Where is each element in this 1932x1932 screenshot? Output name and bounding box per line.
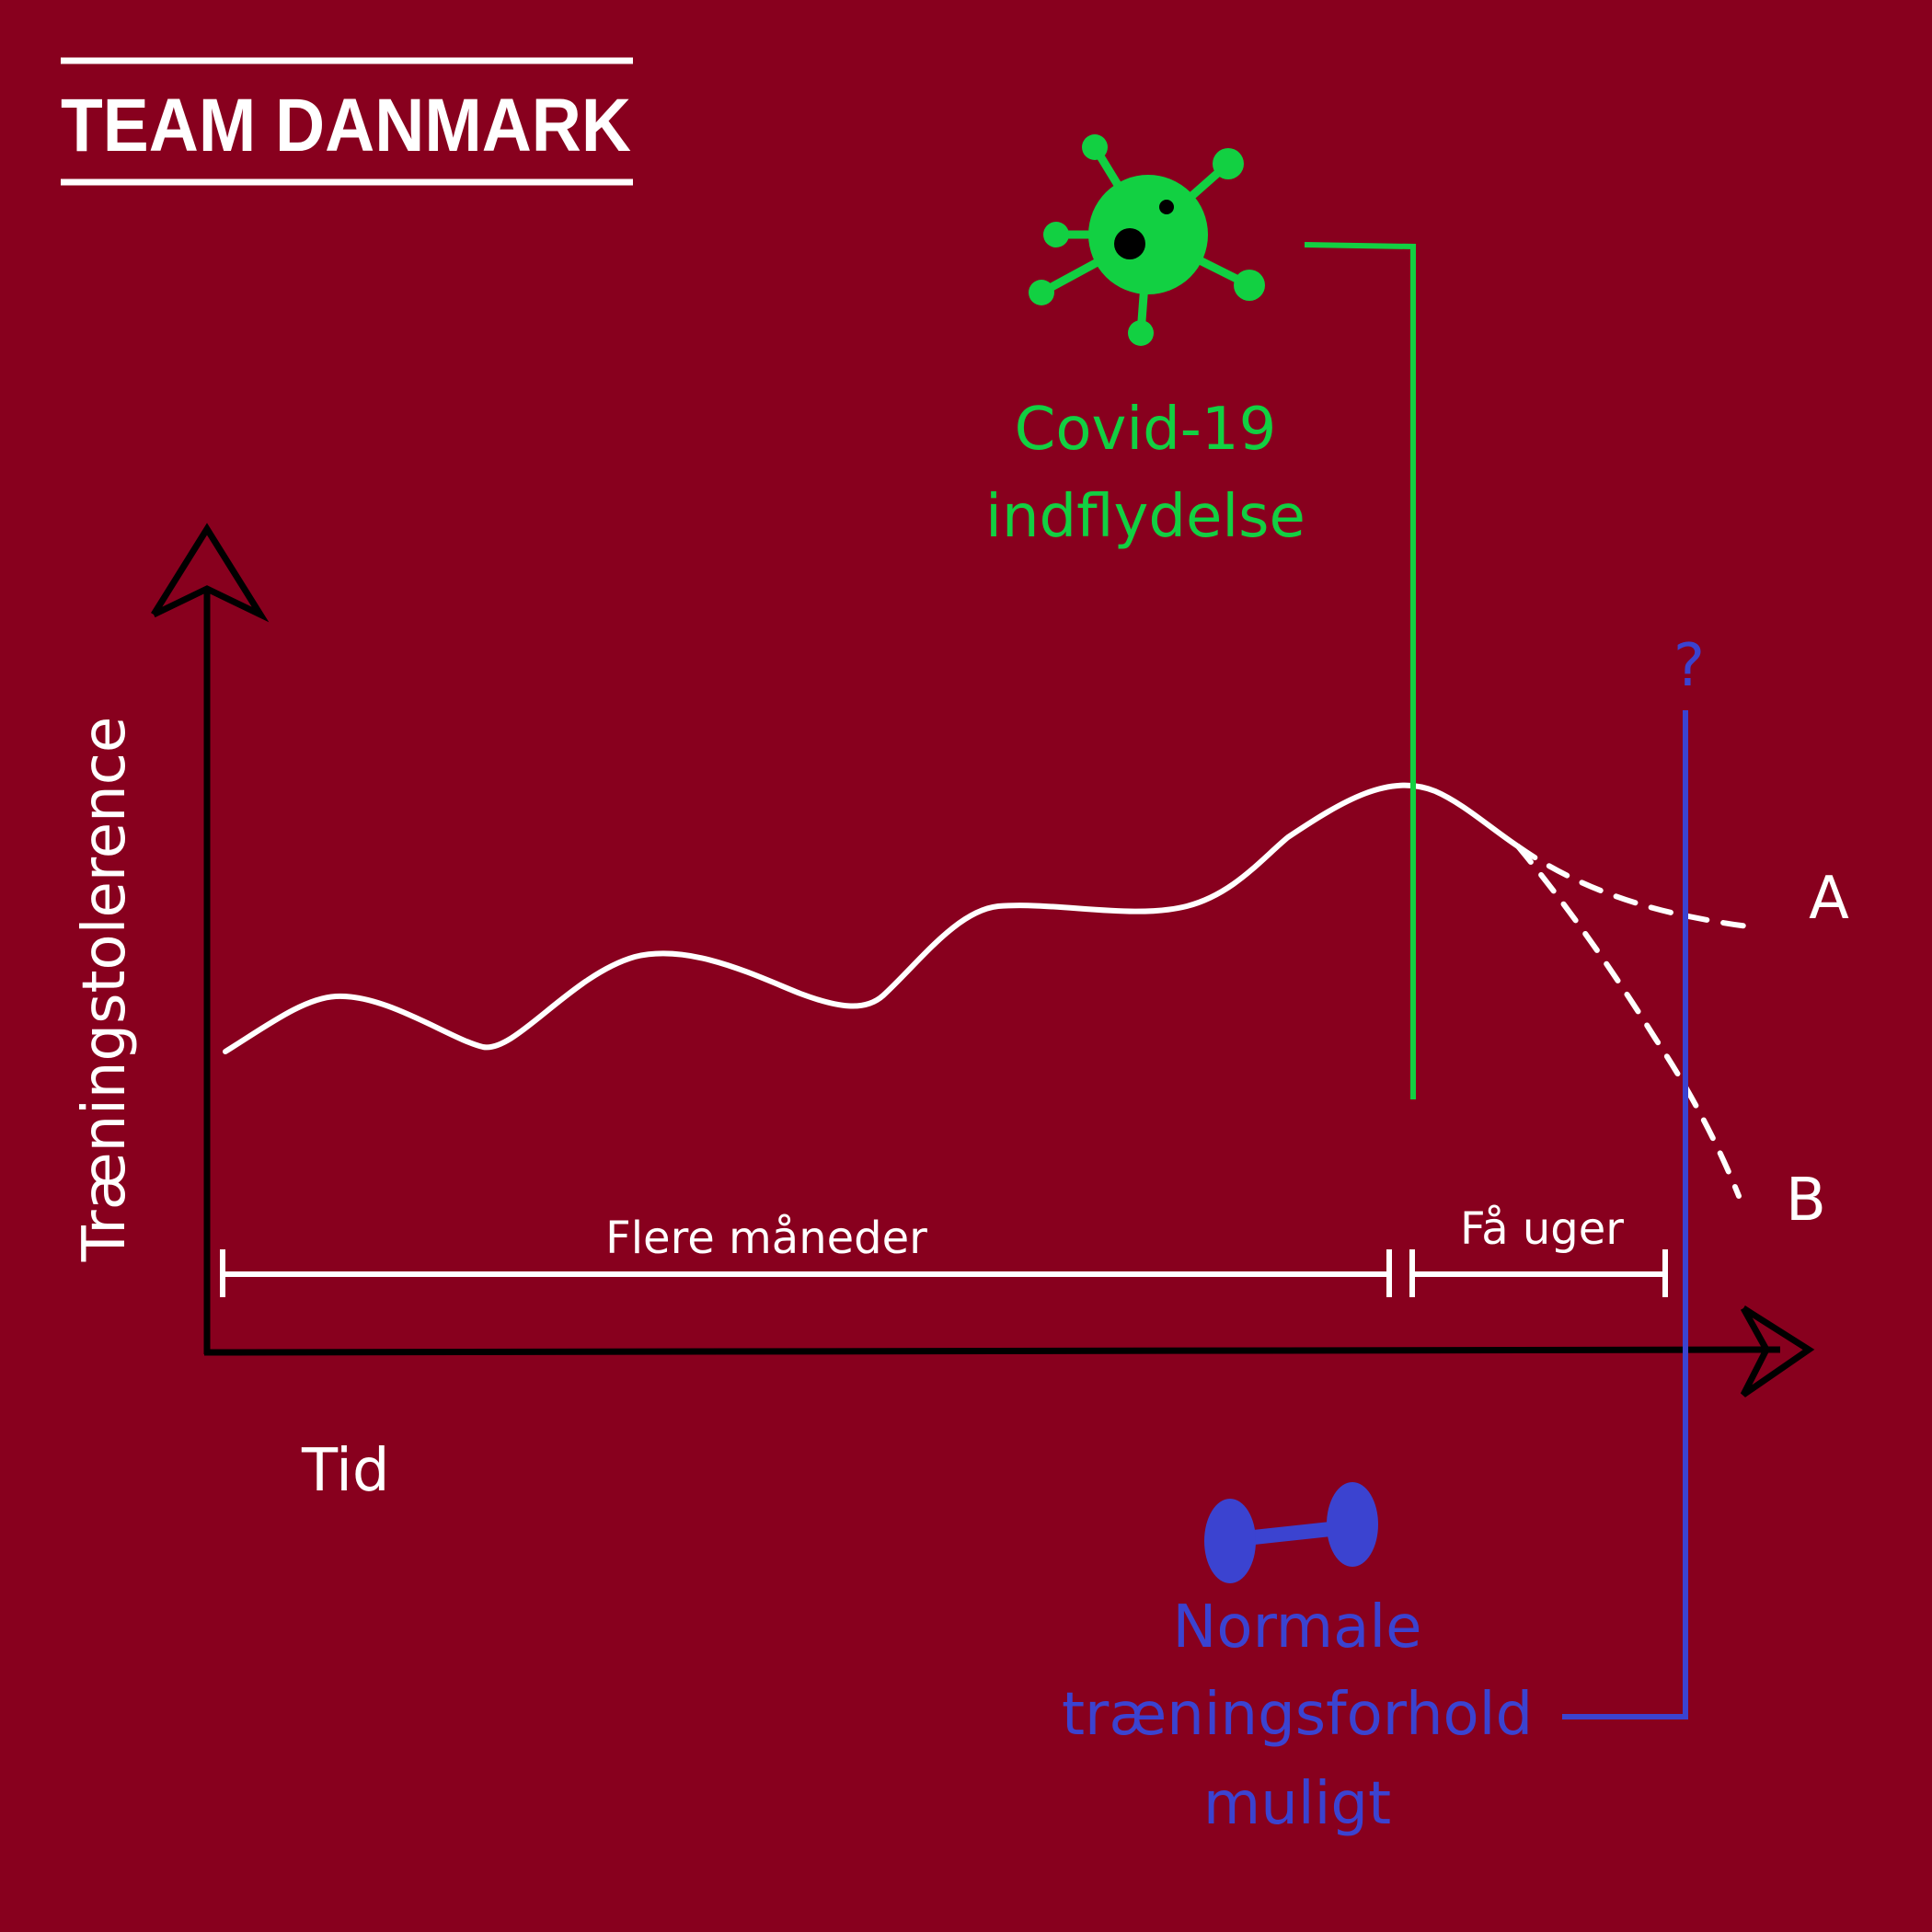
team-danmark-logo: TEAM DANMARK xyxy=(61,57,633,186)
scenario-b-branch xyxy=(1515,844,1742,1199)
interval-short-label: Få uger xyxy=(1460,1203,1624,1255)
y-axis xyxy=(151,523,270,1354)
normal-training-line xyxy=(1562,710,1688,1719)
interval-long: Flere måneder xyxy=(220,1213,1392,1297)
training-label-line1: Normale xyxy=(1173,1593,1422,1662)
x-axis-line xyxy=(203,1346,1781,1356)
y-axis-arrowhead xyxy=(151,523,270,623)
covid-label-line1: Covid-19 xyxy=(1015,396,1277,464)
scenario-b-label: B xyxy=(1786,1167,1826,1235)
x-axis xyxy=(203,1305,1815,1397)
scenario-a-branch xyxy=(1515,844,1760,930)
x-axis-label: Tid xyxy=(301,1437,390,1505)
training-label-line3: muligt xyxy=(1203,1770,1391,1838)
interval-long-label: Flere måneder xyxy=(605,1213,927,1264)
x-axis-arrowhead xyxy=(1740,1305,1815,1397)
training-label-line2: træningsforhold xyxy=(1062,1681,1533,1749)
logo-text: TEAM DANMARK xyxy=(61,84,631,167)
scenario-a-label: A xyxy=(1809,865,1849,933)
dumbbell-icon xyxy=(1204,1482,1378,1583)
training-tolerance-curve xyxy=(223,782,1521,1054)
interval-short: Få uger xyxy=(1409,1203,1668,1297)
unknown-return-marker: ? xyxy=(1673,632,1705,700)
covid-label-line2: indflydelse xyxy=(985,483,1305,551)
virus-icon xyxy=(1029,134,1265,346)
y-axis-label: Træningstolerence xyxy=(71,717,139,1263)
covid-onset-line xyxy=(1304,242,1416,1099)
